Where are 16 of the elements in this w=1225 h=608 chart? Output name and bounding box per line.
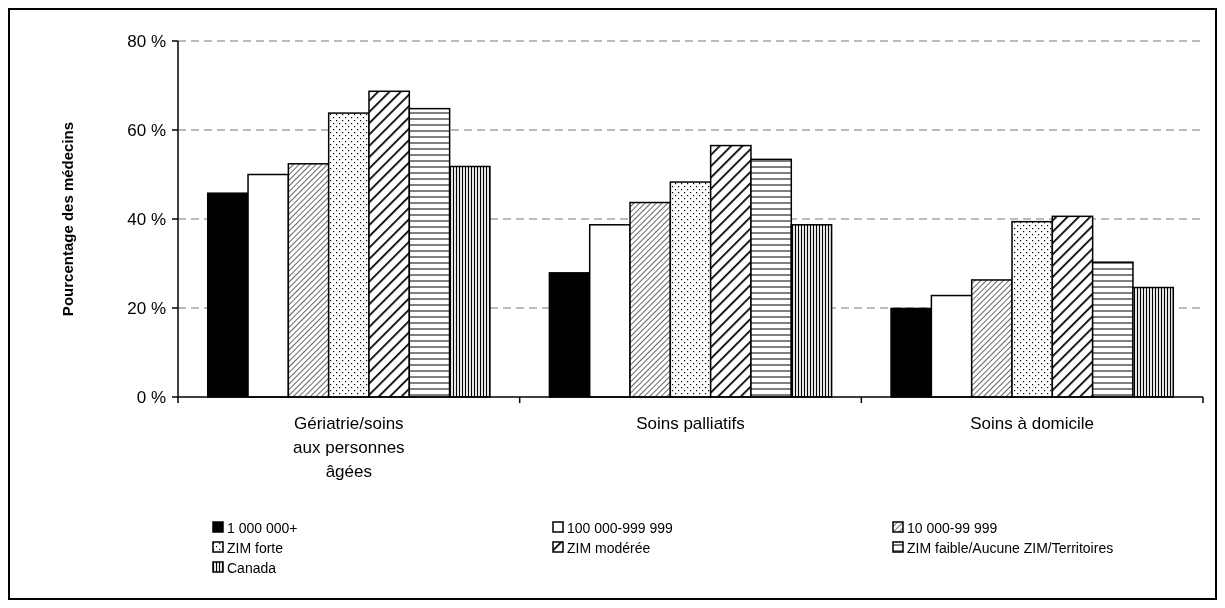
legend-label: Canada (227, 559, 277, 576)
legend-label: ZIM forte (227, 539, 284, 556)
legend-label: ZIM faible/Aucune ZIM/Territoires (907, 539, 1114, 556)
x-tick-label: Gériatrie/soins aux personnes âgées (293, 414, 405, 481)
legend-label: 10 000-99 999 (907, 519, 998, 536)
x-tick-label: Soins palliatifs (636, 414, 745, 433)
legend-label: ZIM modérée (567, 539, 651, 556)
legend-label: 100 000-999 999 (567, 519, 674, 536)
y-tick-label: 60 % (127, 120, 166, 140)
y-tick-label: 80 % (127, 31, 166, 51)
legend-label: 1 000 000+ (227, 519, 298, 536)
y-axis-title: Pourcentage des médecins (59, 121, 76, 317)
y-tick-label: 0 % (136, 387, 166, 407)
y-tick-label: 40 % (127, 209, 166, 229)
y-tick-label: 20 % (127, 298, 166, 318)
x-tick-label: Soins à domicile (970, 414, 1095, 433)
